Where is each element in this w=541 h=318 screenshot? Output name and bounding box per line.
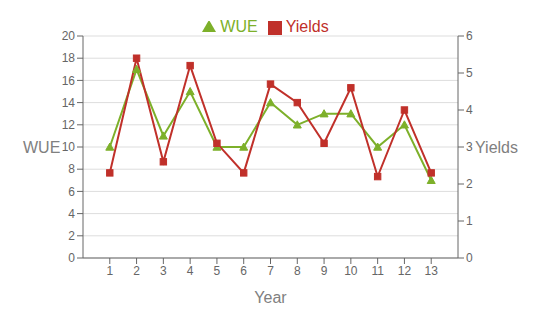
svg-text:2: 2 xyxy=(68,229,75,243)
svg-text:Year: Year xyxy=(254,289,287,306)
svg-text:13: 13 xyxy=(425,264,439,278)
svg-text:18: 18 xyxy=(62,51,76,65)
svg-text:3: 3 xyxy=(466,140,473,154)
svg-text:6: 6 xyxy=(240,264,247,278)
svg-text:10: 10 xyxy=(62,140,76,154)
svg-text:11: 11 xyxy=(371,264,384,278)
svg-text:5: 5 xyxy=(466,66,473,80)
svg-text:Yields: Yields xyxy=(475,139,518,156)
svg-text:8: 8 xyxy=(294,264,301,278)
svg-text:10: 10 xyxy=(344,264,358,278)
svg-text:3: 3 xyxy=(160,264,167,278)
html-text:Yields: Yields xyxy=(285,18,329,35)
svg-text:1: 1 xyxy=(106,264,113,278)
svg-text:4: 4 xyxy=(187,264,194,278)
svg-text:12: 12 xyxy=(398,264,412,278)
svg-text:8: 8 xyxy=(68,162,75,176)
svg-text:9: 9 xyxy=(321,264,328,278)
svg-text:0: 0 xyxy=(68,251,75,265)
svg-text:2: 2 xyxy=(466,177,473,191)
svg-text:4: 4 xyxy=(466,103,473,117)
svg-text:2: 2 xyxy=(133,264,140,278)
svg-text:16: 16 xyxy=(62,74,76,88)
svg-text:0: 0 xyxy=(466,251,473,265)
svg-text:4: 4 xyxy=(68,207,75,221)
svg-text:5: 5 xyxy=(214,264,221,278)
svg-text:6: 6 xyxy=(68,185,75,199)
svg-text:14: 14 xyxy=(62,96,76,110)
svg-text:12: 12 xyxy=(62,118,76,132)
svg-text:6: 6 xyxy=(466,29,473,43)
svg-text:WUE: WUE xyxy=(23,139,60,156)
svg-text:7: 7 xyxy=(267,264,274,278)
svg-text:20: 20 xyxy=(62,29,76,43)
svg-text:1: 1 xyxy=(466,214,473,228)
html-text:WUE: WUE xyxy=(220,18,258,35)
